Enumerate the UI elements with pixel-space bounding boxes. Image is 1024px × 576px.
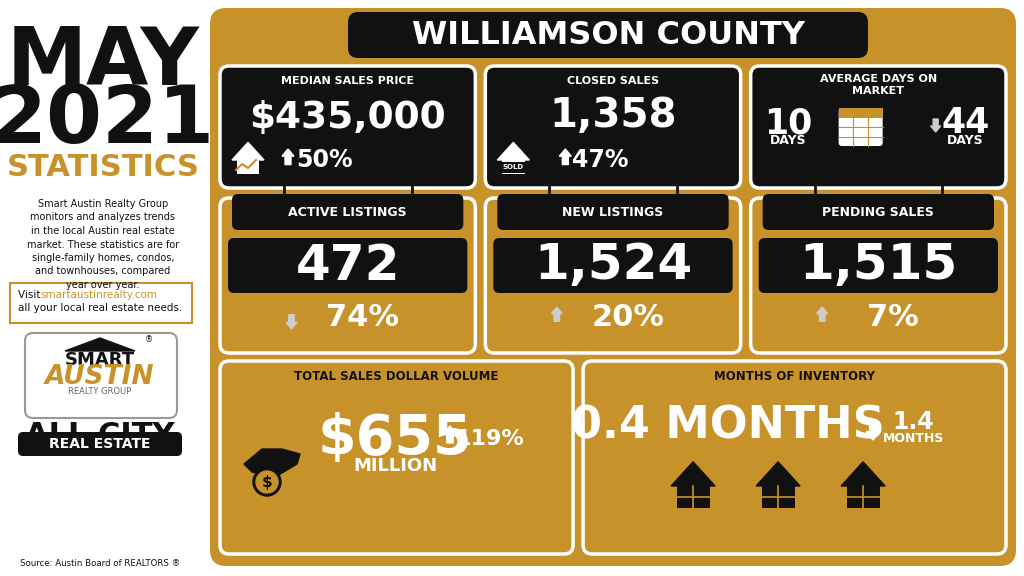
Text: 50%: 50% xyxy=(297,148,353,172)
Text: AVERAGE DAYS ON: AVERAGE DAYS ON xyxy=(820,74,937,84)
FancyBboxPatch shape xyxy=(763,194,994,230)
Text: 1,515: 1,515 xyxy=(799,241,957,290)
Polygon shape xyxy=(817,307,827,321)
FancyBboxPatch shape xyxy=(485,198,740,353)
Text: REALTY GROUP: REALTY GROUP xyxy=(69,386,132,396)
Bar xyxy=(237,159,259,175)
Text: $: $ xyxy=(262,475,272,490)
Text: 1,358: 1,358 xyxy=(549,96,677,136)
Text: $435,000: $435,000 xyxy=(250,100,446,136)
Polygon shape xyxy=(498,142,529,160)
Polygon shape xyxy=(866,422,880,440)
Polygon shape xyxy=(841,462,885,486)
Text: 0.4 MONTHS: 0.4 MONTHS xyxy=(571,404,885,448)
Bar xyxy=(839,108,883,118)
Text: 44: 44 xyxy=(941,106,990,140)
Text: 7%: 7% xyxy=(867,304,920,332)
Text: 2021: 2021 xyxy=(0,82,215,160)
Circle shape xyxy=(253,468,281,496)
FancyBboxPatch shape xyxy=(220,198,475,353)
Bar xyxy=(762,486,795,508)
FancyBboxPatch shape xyxy=(583,361,1006,554)
Polygon shape xyxy=(671,462,715,486)
Text: REAL ESTATE: REAL ESTATE xyxy=(49,437,151,451)
Text: NEW LISTINGS: NEW LISTINGS xyxy=(562,206,664,218)
Text: MEDIAN SALES PRICE: MEDIAN SALES PRICE xyxy=(282,76,415,86)
FancyBboxPatch shape xyxy=(18,432,182,456)
Text: SMART: SMART xyxy=(65,351,135,369)
FancyBboxPatch shape xyxy=(751,198,1006,353)
Text: 1,524: 1,524 xyxy=(534,241,692,290)
Text: 472: 472 xyxy=(295,241,400,290)
Text: market. These statistics are for: market. These statistics are for xyxy=(27,240,179,249)
FancyBboxPatch shape xyxy=(759,238,998,293)
Text: single-family homes, condos,: single-family homes, condos, xyxy=(32,253,174,263)
Text: Smart Austin Realty Group: Smart Austin Realty Group xyxy=(38,199,168,209)
Text: Source: Austin Board of REALTORS ®: Source: Austin Board of REALTORS ® xyxy=(19,559,180,569)
Bar xyxy=(498,162,529,173)
Polygon shape xyxy=(244,449,300,476)
Text: MAY: MAY xyxy=(6,24,200,102)
Text: 119%: 119% xyxy=(456,429,524,449)
Text: AUSTIN: AUSTIN xyxy=(45,364,155,390)
FancyBboxPatch shape xyxy=(210,8,1016,566)
Circle shape xyxy=(256,471,278,493)
Text: ®: ® xyxy=(144,335,154,344)
FancyBboxPatch shape xyxy=(220,66,475,188)
FancyBboxPatch shape xyxy=(220,361,573,554)
FancyBboxPatch shape xyxy=(751,66,1006,188)
FancyBboxPatch shape xyxy=(228,238,467,293)
Text: WILLIAMSON COUNTY: WILLIAMSON COUNTY xyxy=(412,20,805,51)
Text: ALL CITY: ALL CITY xyxy=(26,422,175,450)
Text: TOTAL SALES DOLLAR VOLUME: TOTAL SALES DOLLAR VOLUME xyxy=(294,370,499,384)
FancyBboxPatch shape xyxy=(25,333,177,418)
Polygon shape xyxy=(931,119,941,132)
Text: ACTIVE LISTINGS: ACTIVE LISTINGS xyxy=(289,206,407,218)
Bar xyxy=(10,283,193,323)
Text: MONTHS: MONTHS xyxy=(883,433,944,445)
FancyBboxPatch shape xyxy=(498,194,729,230)
Polygon shape xyxy=(282,149,294,165)
Text: Visit: Visit xyxy=(18,290,44,300)
Text: $655: $655 xyxy=(317,412,472,466)
FancyBboxPatch shape xyxy=(494,238,732,293)
Bar xyxy=(847,486,880,508)
Polygon shape xyxy=(232,142,264,160)
Text: year over year.: year over year. xyxy=(67,280,139,290)
Polygon shape xyxy=(756,462,800,486)
Text: in the local Austin real estate: in the local Austin real estate xyxy=(31,226,175,236)
Text: PENDING SALES: PENDING SALES xyxy=(822,206,934,218)
Bar xyxy=(677,486,710,508)
Text: MILLION: MILLION xyxy=(353,457,437,475)
Bar xyxy=(502,159,524,175)
Text: monitors and analyzes trends: monitors and analyzes trends xyxy=(31,213,175,222)
Polygon shape xyxy=(443,426,457,443)
Text: DAYS: DAYS xyxy=(770,134,807,146)
Text: and townhouses, compared: and townhouses, compared xyxy=(36,267,171,276)
Polygon shape xyxy=(286,314,297,329)
Text: smartaustinrealty.com: smartaustinrealty.com xyxy=(40,290,157,300)
Text: 10: 10 xyxy=(765,106,813,140)
Polygon shape xyxy=(559,149,571,165)
Text: 47%: 47% xyxy=(572,148,629,172)
Text: MARKET: MARKET xyxy=(852,86,904,96)
FancyBboxPatch shape xyxy=(232,194,463,230)
Text: all your local real estate needs.: all your local real estate needs. xyxy=(18,303,182,313)
Text: SOLD: SOLD xyxy=(503,164,524,170)
Text: MONTHS OF INVENTORY: MONTHS OF INVENTORY xyxy=(714,370,876,384)
Text: 1.4: 1.4 xyxy=(892,410,934,434)
Text: STATISTICS: STATISTICS xyxy=(6,153,200,183)
Polygon shape xyxy=(65,338,135,351)
Bar xyxy=(0,0,205,576)
Text: DAYS: DAYS xyxy=(947,134,984,146)
Text: CLOSED SALES: CLOSED SALES xyxy=(567,76,659,86)
Polygon shape xyxy=(551,307,562,321)
FancyBboxPatch shape xyxy=(485,66,740,188)
FancyBboxPatch shape xyxy=(839,108,883,146)
Text: 20%: 20% xyxy=(592,304,665,332)
Text: 74%: 74% xyxy=(327,304,399,332)
FancyBboxPatch shape xyxy=(348,12,868,58)
